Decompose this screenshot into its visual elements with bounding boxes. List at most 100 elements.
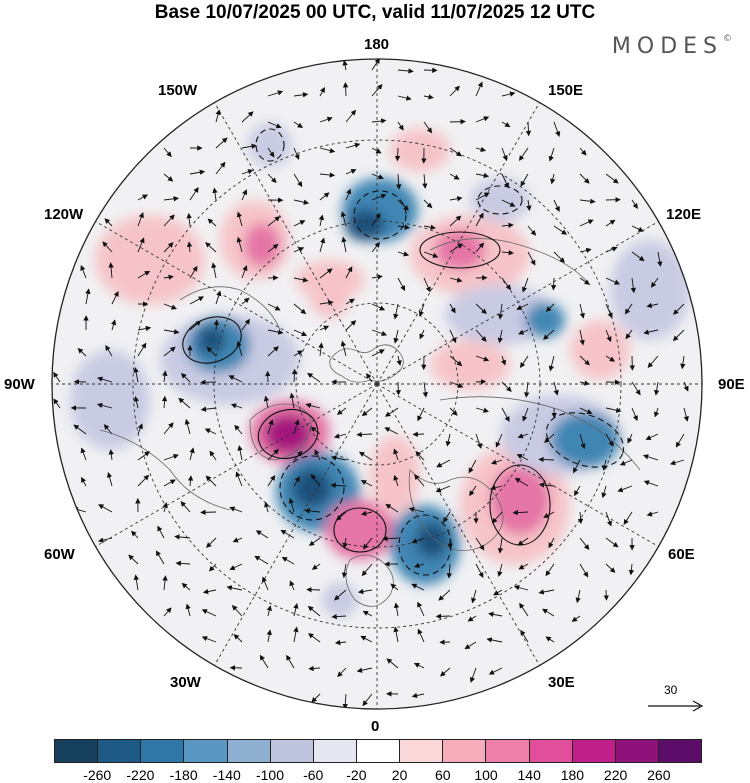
- meridian-line: [211, 97, 378, 385]
- wind-vector: [163, 607, 172, 617]
- wind-vector: [643, 480, 659, 487]
- wind-vector: [241, 169, 254, 175]
- wind-vector: [486, 637, 503, 643]
- wind-vector: [527, 251, 536, 266]
- meridian-line: [376, 383, 543, 671]
- wind-vector: [318, 214, 325, 227]
- wind-vector: [189, 447, 195, 461]
- wind-vector: [579, 219, 594, 227]
- wind-vector: [449, 173, 460, 180]
- wind-vector: [628, 563, 635, 576]
- wind-vector: [80, 264, 87, 279]
- wind-vector: [411, 583, 425, 591]
- wind-vector: [579, 198, 596, 204]
- wind-vector: [605, 433, 614, 447]
- wind-vector: [241, 143, 257, 149]
- wind-vector: [579, 247, 592, 254]
- wind-vector: [319, 268, 333, 279]
- wind-vector: [647, 355, 659, 368]
- wind-vector: [440, 667, 451, 677]
- vector-reference-value: 30: [664, 683, 678, 697]
- wind-vector: [579, 173, 590, 184]
- wind-vector: [371, 241, 381, 253]
- wind-vector: [202, 588, 217, 595]
- wind-vector: [501, 222, 514, 229]
- wind-vector: [232, 537, 243, 543]
- wind-vector: [475, 303, 487, 315]
- wind-vector: [181, 582, 191, 591]
- wind-vector: [553, 251, 565, 263]
- lon-label-30w: 30W: [170, 674, 201, 691]
- wind-vector: [422, 381, 429, 398]
- wind-vector: [205, 475, 217, 487]
- wind-vector: [624, 303, 633, 315]
- wind-vector: [204, 428, 217, 435]
- lon-label-180: 180: [364, 36, 390, 53]
- meridians: [52, 59, 702, 709]
- wind-vector: [630, 277, 636, 294]
- wind-vector: [361, 563, 373, 577]
- wind-vector: [333, 433, 347, 439]
- wind-vector: [206, 346, 217, 357]
- meridian-line: [90, 383, 378, 550]
- wind-vector: [98, 504, 113, 513]
- wind-vector: [390, 583, 399, 591]
- wind-vector: [423, 224, 436, 230]
- wind-vector: [96, 402, 113, 409]
- wind-vector: [103, 424, 113, 435]
- lon-label-90e: 90E: [718, 376, 745, 393]
- colorbar-segment: [443, 740, 487, 762]
- colorbar-segment: [658, 740, 702, 762]
- contour-line: [419, 231, 501, 269]
- wind-vector: [631, 251, 645, 262]
- anomaly-weak-negative: [610, 240, 690, 340]
- wind-vector: [497, 329, 503, 344]
- wind-vector: [293, 173, 303, 188]
- wind-vector: [631, 225, 644, 232]
- wind-vector: [493, 589, 503, 596]
- wind-vector: [241, 265, 248, 279]
- wind-vector: [133, 574, 139, 591]
- wind-vector: [108, 449, 114, 461]
- wind-vector: [631, 381, 641, 396]
- colorbar-tick-label: -60: [303, 767, 324, 783]
- wind-vector: [449, 355, 463, 367]
- anomaly-strong-negative: [292, 468, 332, 508]
- colorbar-tick-label: -100: [255, 767, 285, 783]
- wind-vector: [516, 303, 529, 310]
- wind-vector: [215, 137, 228, 149]
- wind-vector: [108, 262, 114, 279]
- wind-vector: [449, 196, 463, 202]
- wind-vector: [186, 241, 193, 253]
- wind-vector: [579, 303, 585, 319]
- anomaly-weak-positive: [95, 215, 205, 305]
- wind-vector: [571, 615, 581, 622]
- wind-vector: [605, 563, 616, 573]
- lon-label-150e: 150E: [548, 82, 584, 99]
- wind-vector: [497, 563, 503, 577]
- wind-vector: [538, 456, 555, 463]
- colorbar-tick-label: 20: [391, 767, 408, 783]
- wind-vector: [397, 68, 414, 74]
- wind-vector: [361, 407, 373, 417]
- wind-vector: [334, 589, 347, 601]
- colorbar-tick-label: -180: [169, 767, 198, 783]
- wind-vectors: [53, 59, 689, 709]
- lon-label-90w: 90W: [4, 376, 35, 393]
- wind-vector: [397, 277, 406, 292]
- wind-vector: [550, 173, 556, 185]
- lon-label-150w: 150W: [158, 82, 198, 99]
- wind-vector: [318, 342, 324, 357]
- wind-vector: [397, 224, 411, 230]
- wind-vector: [163, 303, 177, 310]
- wind-vector: [337, 667, 347, 678]
- modes-logo: MODES©: [611, 33, 732, 59]
- wind-vector: [605, 329, 612, 343]
- map-disk: [52, 59, 702, 709]
- wind-vector: [500, 355, 507, 366]
- wind-vector: [680, 355, 686, 370]
- wind-vector: [345, 109, 357, 123]
- wind-vector: [371, 118, 387, 124]
- polar-map: [51, 58, 703, 710]
- wind-vector: [208, 563, 217, 572]
